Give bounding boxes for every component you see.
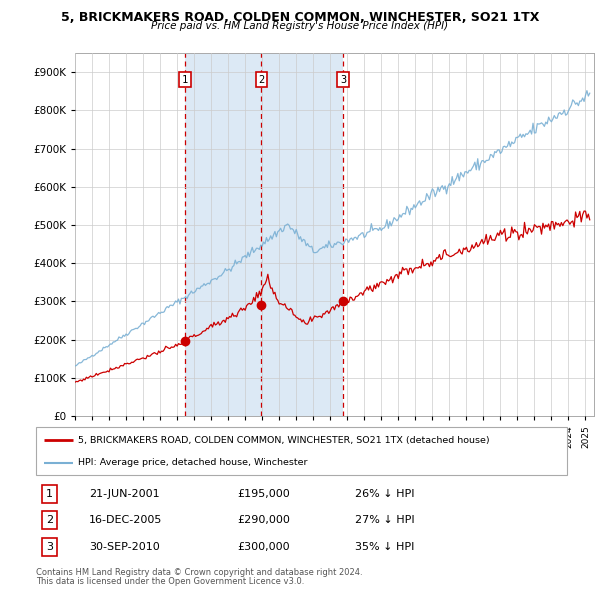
Text: 3: 3 [340,75,346,85]
Text: 26% ↓ HPI: 26% ↓ HPI [355,489,414,499]
Text: 5, BRICKMAKERS ROAD, COLDEN COMMON, WINCHESTER, SO21 1TX: 5, BRICKMAKERS ROAD, COLDEN COMMON, WINC… [61,11,539,24]
Text: 21-JUN-2001: 21-JUN-2001 [89,489,160,499]
Text: £300,000: £300,000 [238,542,290,552]
FancyBboxPatch shape [36,427,567,475]
Text: 30-SEP-2010: 30-SEP-2010 [89,542,160,552]
Text: 27% ↓ HPI: 27% ↓ HPI [355,516,414,525]
Text: 1: 1 [182,75,188,85]
Bar [185,53,262,416]
Text: 2: 2 [259,75,265,85]
Text: 35% ↓ HPI: 35% ↓ HPI [355,542,414,552]
Text: This data is licensed under the Open Government Licence v3.0.: This data is licensed under the Open Gov… [36,577,304,586]
Text: 16-DEC-2005: 16-DEC-2005 [89,516,163,525]
Text: 2: 2 [46,516,53,525]
Text: £195,000: £195,000 [238,489,290,499]
Text: Contains HM Land Registry data © Crown copyright and database right 2024.: Contains HM Land Registry data © Crown c… [36,568,362,576]
Text: Price paid vs. HM Land Registry's House Price Index (HPI): Price paid vs. HM Land Registry's House … [151,21,449,31]
Text: 5, BRICKMAKERS ROAD, COLDEN COMMON, WINCHESTER, SO21 1TX (detached house): 5, BRICKMAKERS ROAD, COLDEN COMMON, WINC… [79,435,490,445]
Text: 1: 1 [46,489,53,499]
Text: HPI: Average price, detached house, Winchester: HPI: Average price, detached house, Winc… [79,458,308,467]
Text: 3: 3 [46,542,53,552]
Text: £290,000: £290,000 [238,516,290,525]
Bar [262,53,343,416]
